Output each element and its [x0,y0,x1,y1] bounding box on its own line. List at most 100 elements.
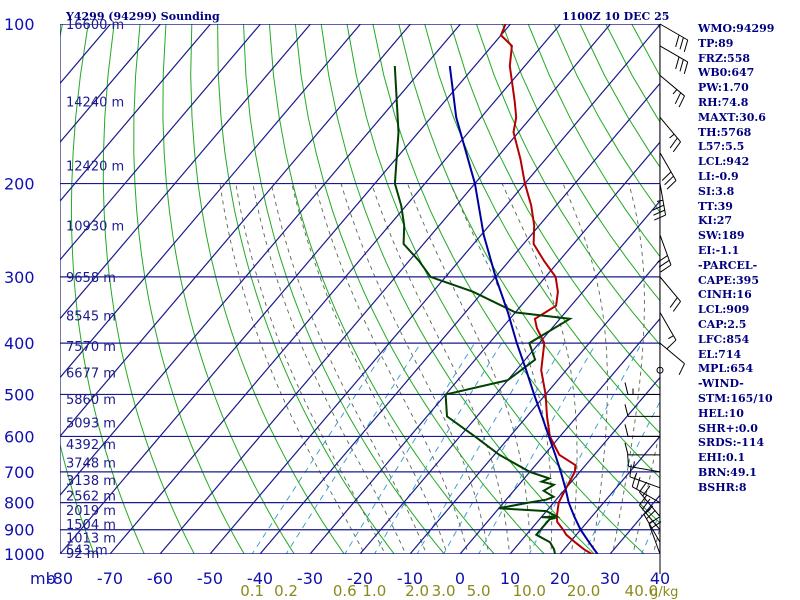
isotherm-line [409,258,660,554]
mixing-ratio-label: 3.0 [432,582,456,600]
height-label: 8545 m [66,310,116,325]
dry-adiabat-line [102,24,195,554]
sounding-index-item: STM:165/10 [698,391,773,405]
sounding-index-item: SHR+:0.0 [698,421,758,435]
isotherm-line [509,376,660,554]
temperature-tick-label: 30 [600,569,620,588]
height-label: 7570 m [66,340,116,355]
isotherm-line [60,24,261,261]
height-label: 2562 m [66,489,116,504]
wind-barb [624,442,660,456]
sounding-index-item: TP:89 [698,36,734,50]
isotherm-line [60,24,361,379]
axis-unit-label: mb [30,569,56,588]
sounding-index-item: MAXT:30.6 [698,110,766,124]
mixing-ratio-label: 40.0 [625,582,658,600]
pressure-tick-label: 400 [4,334,35,353]
wind-barbs [624,23,689,574]
mixing-ratio-line [285,342,422,554]
wind-barb [639,481,661,517]
mixing-ratio-label: 1.0 [362,582,386,600]
moist-adiabat-line [562,183,608,554]
wind-barb [624,424,660,437]
mixing-ratio-line [528,342,643,554]
dry-adiabat-line [217,24,395,554]
isotherm-line [109,24,561,554]
sounding-index-item: LI:-0.9 [698,169,739,183]
dry-adiabat-line [346,24,646,554]
dry-adiabat-line [424,24,660,434]
wind-barb [659,45,689,74]
wind-barb [624,382,660,395]
sounding-index-item: -PARCEL- [698,258,758,272]
mixing-ratio-label: 10.0 [513,582,546,600]
isotherm-line [60,24,461,497]
sounding-index-item: SRDS:-114 [698,436,765,450]
wind-barb [659,342,685,376]
pressure-tick-label: 1000 [4,545,45,564]
temperature-tick-label: -70 [97,569,123,588]
wind-barb [656,234,672,273]
wind-barb [659,23,689,53]
height-label: 2019 m [66,504,116,519]
mixing-ratio-label: 2.0 [405,582,429,600]
wind-barb [639,494,661,531]
dry-adiabat-line [294,24,545,554]
sounding-index-item: FRZ:558 [698,51,751,65]
dry-adiabat-line [190,24,345,554]
temperature-tick-label: 40 [650,569,670,588]
pressure-tick-label: 100 [4,15,35,34]
mixing-ratio-line [251,342,391,554]
temperature-tick-label: -60 [147,569,173,588]
pressure-tick-label: 300 [4,268,35,287]
sounding-index-item: BSHR:8 [698,480,747,494]
grid-lines [60,24,660,554]
sounding-index-item: SW:189 [698,229,745,243]
wind-barb [656,366,664,374]
sounding-index-item: TH:5768 [698,125,752,139]
dry-adiabat-line [398,24,660,479]
isotherm-line [60,24,311,320]
moist-adiabat-line [291,183,448,554]
mixing-ratio-lines [251,342,660,554]
sounding-index-item: WMO:94299 [698,22,775,35]
mixing-ratio-line [443,342,565,554]
mixing-ratio-label: 5.0 [467,582,491,600]
isotherm-line [60,24,211,202]
wind-barb [659,152,677,190]
wind-barb [659,312,677,350]
moist-adiabat-line [632,427,660,554]
sounding-index-item: LFC:854 [698,332,750,346]
mixing-ratio-line [640,512,660,554]
height-label: 5093 m [66,417,116,432]
sounding-index-item: CAP:2.5 [698,317,747,331]
sounding-index-item: EL:714 [698,347,742,361]
isotherm-line [259,82,660,554]
sounding-index-item: L57:5.5 [698,140,745,154]
height-label: 1504 m [66,518,116,533]
temperature-tick-label: -50 [197,569,223,588]
moist-adiabat-line [450,183,553,554]
isotherm-line [459,317,660,554]
height-label: 12420 m [66,160,124,175]
sounding-index-item: LCL:942 [698,155,750,169]
height-label: 10930 m [66,220,124,235]
moist-adiabat-line [270,183,427,554]
height-label: 5860 m [66,393,116,408]
sounding-index-item: WB0:647 [698,66,755,80]
sounding-index-item: RH:74.8 [698,95,749,109]
isotherm-line [60,24,511,554]
sounding-index-item: -WIND- [698,377,744,391]
wind-barb [624,404,660,417]
wind-barb [659,117,681,153]
height-label: 6677 m [66,367,116,382]
parcel-path [448,65,599,554]
temperature-tick-label: 10 [500,569,520,588]
sounding-index-item: LCL:909 [698,303,750,317]
dry-adiabat-lines [60,24,660,554]
height-label: 4392 m [66,438,116,453]
sounding-index-item: KI:27 [698,214,733,228]
moist-adiabat-line [314,183,469,554]
